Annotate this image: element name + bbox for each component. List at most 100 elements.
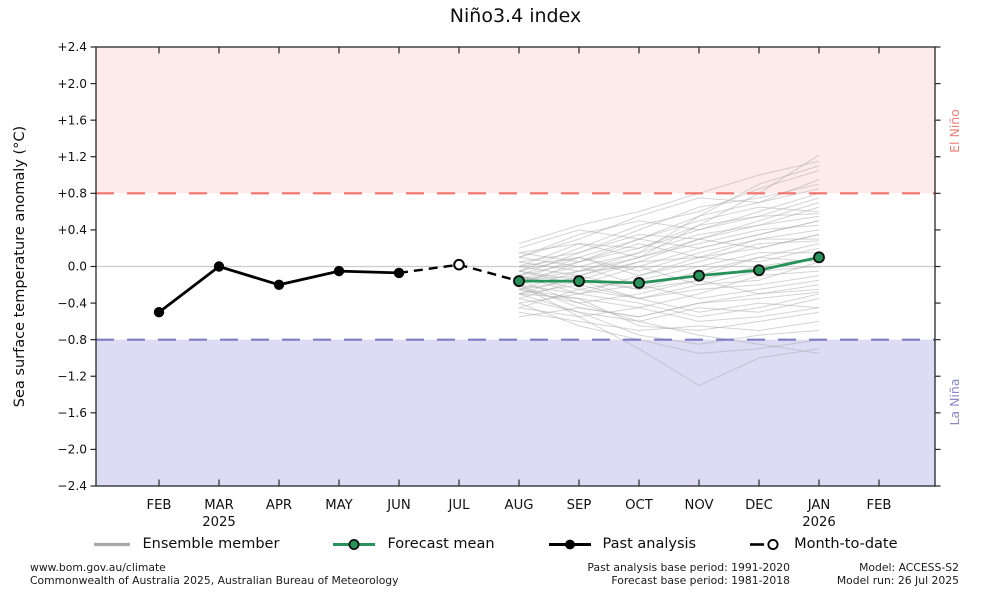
la-nina-region-label: La Niña xyxy=(947,378,962,425)
legend-item-past-analysis: Past analysis xyxy=(547,536,697,553)
month-label: FEB xyxy=(867,498,892,513)
forecast-mean-marker xyxy=(513,275,525,288)
forecast-mean-marker xyxy=(753,264,765,277)
ensemble-member-line xyxy=(518,270,820,309)
y-tick-label: −1.2 xyxy=(57,369,87,383)
legend-item-ensemble: Ensemble member xyxy=(92,536,279,553)
year-label: 2025 xyxy=(202,515,236,530)
footer-base-periods: Past analysis base period: 1991-2020 For… xyxy=(587,561,790,587)
past-analysis-marker xyxy=(393,267,405,279)
ensemble-member-line xyxy=(518,243,820,299)
ensemble-member-line xyxy=(518,213,820,258)
ensemble-member-line xyxy=(518,265,820,286)
y-tick-label: +0.8 xyxy=(57,187,87,201)
forecast-mean-marker xyxy=(693,269,705,282)
ensemble-member-line xyxy=(518,192,820,267)
y-tick-label: −0.4 xyxy=(57,296,87,310)
el-nino-region-label: El Niño xyxy=(947,109,962,153)
ensemble-member-line xyxy=(518,183,820,263)
ensemble-member-line xyxy=(518,252,819,290)
plot-generated-layer: +2.4 +2.0 +1.6 +1.2 +0.8 +0.4 0.0 −0.4 −0.8 −1.2 −… xyxy=(57,40,941,530)
y-tick-label: +1.6 xyxy=(57,113,87,127)
month-label: NOV xyxy=(684,498,713,513)
month-label: MAR xyxy=(204,498,234,513)
footer-forecast-base-period: Forecast base period: 1981-2018 xyxy=(611,574,790,587)
legend-item-month-to-date: Month-to-date xyxy=(748,536,898,553)
footer-past-base-period: Past analysis base period: 1991-2020 xyxy=(587,561,790,574)
forecast-mean-line xyxy=(519,256,820,285)
y-tick-label: +1.2 xyxy=(57,150,87,164)
ensemble-member-line xyxy=(518,266,820,295)
y-tick-label: +2.4 xyxy=(57,40,87,54)
legend-label-month-to-date: Month-to-date xyxy=(794,536,898,552)
month-label: FEB xyxy=(147,498,172,513)
ensemble-member-line xyxy=(518,154,820,281)
ensemble-member-line xyxy=(518,197,820,277)
month-label: APR xyxy=(266,498,292,513)
legend-label-past-analysis: Past analysis xyxy=(602,536,697,552)
month-label: AUG xyxy=(505,498,534,513)
legend-label-forecast-mean: Forecast mean xyxy=(387,536,495,552)
ensemble-member-line xyxy=(518,256,820,304)
ensemble-member-line xyxy=(518,238,819,263)
ensemble-member-line xyxy=(518,270,820,300)
month-label: JUL xyxy=(448,498,471,513)
y-tick-label: −2.0 xyxy=(57,443,87,457)
ensemble-member-line xyxy=(518,302,820,354)
chart-legend: Ensemble member Forecast mean Past analy… xyxy=(55,529,935,559)
ensemble-member-line xyxy=(518,188,820,281)
el-nino-band xyxy=(96,47,935,194)
y-axis-label: Sea surface temperature anomaly (°C) xyxy=(12,126,28,407)
month-label: OCT xyxy=(625,498,654,513)
month-label: MAY xyxy=(325,498,353,513)
month-label: SEP xyxy=(567,498,592,513)
ensemble-member-line xyxy=(518,234,820,295)
ensemble-member-line xyxy=(518,307,820,322)
forecast-mean-marker xyxy=(813,251,825,264)
footer-site-url: www.bom.gov.au/climate xyxy=(30,561,166,574)
legend-label-ensemble: Ensemble member xyxy=(142,536,280,552)
month-label: DEC xyxy=(745,498,773,513)
legend-item-forecast-mean: Forecast mean xyxy=(331,536,495,553)
footer-source: www.bom.gov.au/climate Commonwealth of A… xyxy=(30,561,399,587)
ensemble-member-line xyxy=(518,206,820,258)
la-nina-band xyxy=(96,339,935,486)
month-label: JUN xyxy=(386,498,410,513)
footer-model-info: Model: ACCESS-S2 Model run: 26 Jul 2025 xyxy=(837,561,959,587)
forecast-mean-marker xyxy=(633,277,645,289)
ensemble-member-line xyxy=(518,160,820,245)
ensemble-member-line-icon xyxy=(94,542,131,546)
month-to-date-line-icon xyxy=(750,538,779,550)
ensemble-member-line xyxy=(518,179,820,258)
footer-model-run: Model run: 26 Jul 2025 xyxy=(836,574,959,587)
past-analysis-marker xyxy=(213,261,225,272)
ensemble-member-line xyxy=(518,291,820,318)
past-analysis-marker xyxy=(153,307,165,318)
ensemble-member-line xyxy=(518,247,820,277)
past-sample-marker xyxy=(564,539,575,549)
ensemble-member-line xyxy=(518,165,820,286)
footer-copyright: Commonwealth of Australia 2025, Australi… xyxy=(30,574,399,587)
forecast-mean-marker xyxy=(573,275,585,288)
year-label: 2026 xyxy=(802,515,836,530)
mtd-sample-marker xyxy=(767,538,779,550)
y-tick-label: 0.0 xyxy=(68,260,87,274)
ensemble-member-line xyxy=(518,206,820,249)
footer-model: Model: ACCESS-S2 xyxy=(859,561,959,574)
y-tick-label: −1.6 xyxy=(57,406,87,420)
past-analysis-marker xyxy=(333,265,345,277)
past-analysis-line-icon xyxy=(548,539,591,549)
y-tick-label: −0.8 xyxy=(57,333,87,347)
y-tick-label: +0.4 xyxy=(57,223,87,237)
month-to-date-marker xyxy=(453,258,465,271)
chart-title: Niño3.4 index xyxy=(449,5,582,27)
ensemble-member-line xyxy=(518,229,820,281)
ensemble-member-line xyxy=(518,279,820,354)
ensemble-member-line xyxy=(518,261,820,309)
y-tick-label: +2.0 xyxy=(57,77,87,91)
ensemble-member-line xyxy=(518,284,820,386)
ensemble-member-line xyxy=(518,220,820,272)
y-tick-label: −2.4 xyxy=(57,479,87,493)
